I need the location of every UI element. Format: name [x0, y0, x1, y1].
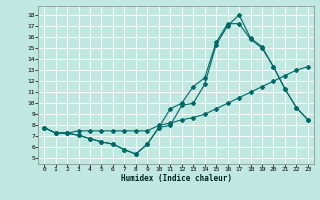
X-axis label: Humidex (Indice chaleur): Humidex (Indice chaleur): [121, 174, 231, 183]
